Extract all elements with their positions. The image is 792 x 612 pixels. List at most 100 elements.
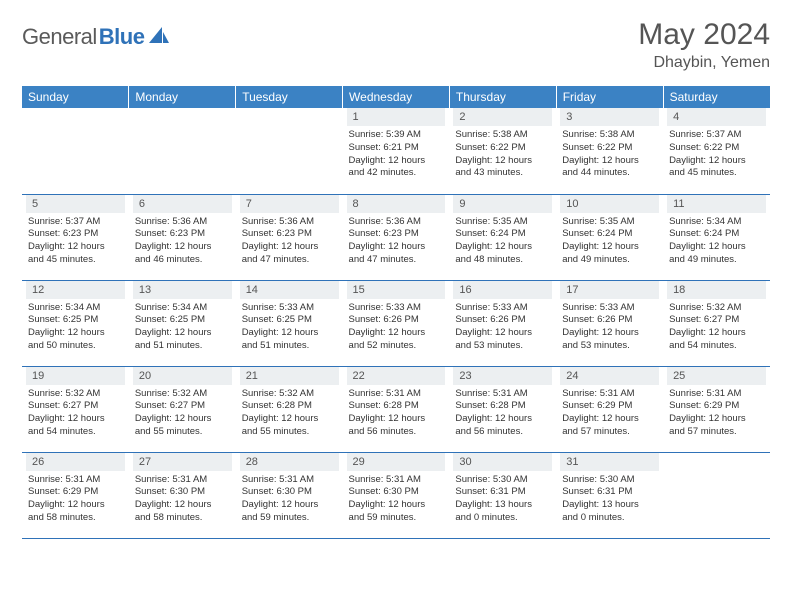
daylight-text: Daylight: 13 hours and 0 minutes. xyxy=(562,499,657,525)
day-info: Sunrise: 5:31 AMSunset: 6:29 PMDaylight:… xyxy=(26,474,125,525)
day-number: 20 xyxy=(133,367,232,385)
day-number: 9 xyxy=(453,195,552,213)
day-number: 23 xyxy=(453,367,552,385)
sunset-text: Sunset: 6:25 PM xyxy=(28,314,123,327)
weekday-fri: Friday xyxy=(556,86,663,108)
weekday-thu: Thursday xyxy=(449,86,556,108)
calendar-cell: 3Sunrise: 5:38 AMSunset: 6:22 PMDaylight… xyxy=(556,108,663,194)
weekday-header-row: Sunday Monday Tuesday Wednesday Thursday… xyxy=(22,86,770,108)
calendar-cell: . xyxy=(22,108,129,194)
calendar-week-row: 12 Sunrise: 5:34 AMSunset: 6:25 PMDayligh… xyxy=(22,280,770,366)
weekday-wed: Wednesday xyxy=(343,86,450,108)
day-info: Sunrise: 5:30 AMSunset: 6:31 PMDaylight:… xyxy=(453,474,552,525)
calendar-cell: 17 Sunrise: 5:33 AMSunset: 6:26 PMDayligh… xyxy=(556,280,663,366)
calendar-cell: 10Sunrise: 5:35 AMSunset: 6:24 PMDayligh… xyxy=(556,194,663,280)
sunrise-text: Sunrise: 5:31 AM xyxy=(242,474,337,487)
calendar-cell: . xyxy=(129,108,236,194)
day-number: 5 xyxy=(26,195,125,213)
daylight-text: Daylight: 12 hours and 53 minutes. xyxy=(562,327,657,353)
weekday-sat: Saturday xyxy=(663,86,770,108)
sunrise-text: Sunrise: 5:38 AM xyxy=(562,129,657,142)
day-number: 3 xyxy=(560,108,659,126)
day-info: Sunrise: 5:34 AMSunset: 6:25 PMDaylight:… xyxy=(26,302,125,353)
calendar-cell: 8Sunrise: 5:36 AMSunset: 6:23 PMDaylight… xyxy=(343,194,450,280)
calendar-cell: 4Sunrise: 5:37 AMSunset: 6:22 PMDaylight… xyxy=(663,108,770,194)
header: General Blue May 2024 Dhaybin, Yemen xyxy=(22,18,770,72)
calendar-cell: 31Sunrise: 5:30 AMSunset: 6:31 PMDayligh… xyxy=(556,452,663,538)
calendar-cell: 19Sunrise: 5:32 AMSunset: 6:27 PMDayligh… xyxy=(22,366,129,452)
day-number: 4 xyxy=(667,108,766,126)
daylight-text: Daylight: 12 hours and 49 minutes. xyxy=(669,241,764,267)
day-info: Sunrise: 5:31 AMSunset: 6:28 PMDaylight:… xyxy=(453,388,552,439)
sunset-text: Sunset: 6:24 PM xyxy=(562,228,657,241)
day-info: Sunrise: 5:36 AMSunset: 6:23 PMDaylight:… xyxy=(240,216,339,267)
sunrise-text: Sunrise: 5:31 AM xyxy=(562,388,657,401)
sunset-text: Sunset: 6:26 PM xyxy=(562,314,657,327)
calendar-cell: 14Sunrise: 5:33 AMSunset: 6:25 PMDayligh… xyxy=(236,280,343,366)
sunrise-text: Sunrise: 5:31 AM xyxy=(349,474,444,487)
sunset-text: Sunset: 6:26 PM xyxy=(349,314,444,327)
sunset-text: Sunset: 6:27 PM xyxy=(135,400,230,413)
day-number: 7 xyxy=(240,195,339,213)
daylight-text: Daylight: 12 hours and 58 minutes. xyxy=(28,499,123,525)
day-info: Sunrise: 5:36 AMSunset: 6:23 PMDaylight:… xyxy=(133,216,232,267)
daylight-text: Daylight: 12 hours and 56 minutes. xyxy=(455,413,550,439)
brand-logo: General Blue xyxy=(22,24,170,50)
calendar-week-row: 5 Sunrise: 5:37 AMSunset: 6:23 PMDaylight… xyxy=(22,194,770,280)
day-info: Sunrise: 5:34 AMSunset: 6:24 PMDaylight:… xyxy=(667,216,766,267)
calendar-cell: 30 Sunrise: 5:30 AMSunset: 6:31 PMDayligh… xyxy=(449,452,556,538)
day-number: 16 xyxy=(453,281,552,299)
sunrise-text: Sunrise: 5:31 AM xyxy=(669,388,764,401)
sunrise-text: Sunrise: 5:36 AM xyxy=(135,216,230,229)
sunset-text: Sunset: 6:24 PM xyxy=(669,228,764,241)
daylight-text: Daylight: 12 hours and 59 minutes. xyxy=(349,499,444,525)
calendar-cell: 15Sunrise: 5:33 AMSunset: 6:26 PMDayligh… xyxy=(343,280,450,366)
daylight-text: Daylight: 12 hours and 48 minutes. xyxy=(455,241,550,267)
daylight-text: Daylight: 12 hours and 54 minutes. xyxy=(28,413,123,439)
sunset-text: Sunset: 6:24 PM xyxy=(455,228,550,241)
calendar-cell: 2Sunrise: 5:38 AMSunset: 6:22 PMDaylight… xyxy=(449,108,556,194)
day-info: Sunrise: 5:30 AMSunset: 6:31 PMDaylight:… xyxy=(560,474,659,525)
daylight-text: Daylight: 12 hours and 55 minutes. xyxy=(135,413,230,439)
calendar-cell: 28Sunrise: 5:31 AMSunset: 6:30 PMDayligh… xyxy=(236,452,343,538)
sunset-text: Sunset: 6:26 PM xyxy=(455,314,550,327)
calendar-cell: 25Sunrise: 5:31 AMSunset: 6:29 PMDayligh… xyxy=(663,366,770,452)
calendar-cell: 6 Sunrise: 5:36 AMSunset: 6:23 PMDaylight… xyxy=(129,194,236,280)
day-info: Sunrise: 5:33 AMSunset: 6:26 PMDaylight:… xyxy=(560,302,659,353)
calendar-week-row: ...1Sunrise: 5:39 AMSunset: 6:21 PMDayli… xyxy=(22,108,770,194)
daylight-text: Daylight: 12 hours and 47 minutes. xyxy=(242,241,337,267)
sunset-text: Sunset: 6:30 PM xyxy=(135,486,230,499)
day-number: 12 xyxy=(26,281,125,299)
sunrise-text: Sunrise: 5:33 AM xyxy=(455,302,550,315)
day-info: Sunrise: 5:32 AMSunset: 6:28 PMDaylight:… xyxy=(240,388,339,439)
sunrise-text: Sunrise: 5:35 AM xyxy=(455,216,550,229)
sunrise-text: Sunrise: 5:31 AM xyxy=(455,388,550,401)
sunrise-text: Sunrise: 5:31 AM xyxy=(135,474,230,487)
calendar-cell: 12 Sunrise: 5:34 AMSunset: 6:25 PMDayligh… xyxy=(22,280,129,366)
day-info: Sunrise: 5:37 AMSunset: 6:23 PMDaylight:… xyxy=(26,216,125,267)
day-number: 13 xyxy=(133,281,232,299)
weekday-sun: Sunday xyxy=(22,86,129,108)
day-number: 6 xyxy=(133,195,232,213)
sunrise-text: Sunrise: 5:30 AM xyxy=(562,474,657,487)
sunset-text: Sunset: 6:29 PM xyxy=(562,400,657,413)
daylight-text: Daylight: 12 hours and 58 minutes. xyxy=(135,499,230,525)
sunset-text: Sunset: 6:28 PM xyxy=(242,400,337,413)
day-info: Sunrise: 5:31 AMSunset: 6:29 PMDaylight:… xyxy=(667,388,766,439)
day-number: 10 xyxy=(560,195,659,213)
day-number: 30 xyxy=(453,453,552,471)
day-info: Sunrise: 5:35 AMSunset: 6:24 PMDaylight:… xyxy=(453,216,552,267)
sunset-text: Sunset: 6:23 PM xyxy=(242,228,337,241)
day-number: 17 xyxy=(560,281,659,299)
calendar-table: Sunday Monday Tuesday Wednesday Thursday… xyxy=(22,86,770,539)
day-info: Sunrise: 5:34 AMSunset: 6:25 PMDaylight:… xyxy=(133,302,232,353)
calendar-cell: . xyxy=(236,108,343,194)
sunset-text: Sunset: 6:31 PM xyxy=(455,486,550,499)
sunset-text: Sunset: 6:29 PM xyxy=(669,400,764,413)
calendar-cell: 23 Sunrise: 5:31 AMSunset: 6:28 PMDayligh… xyxy=(449,366,556,452)
month-title: May 2024 xyxy=(638,18,770,52)
day-info: Sunrise: 5:38 AMSunset: 6:22 PMDaylight:… xyxy=(453,129,552,180)
sunrise-text: Sunrise: 5:31 AM xyxy=(28,474,123,487)
calendar-cell: 20Sunrise: 5:32 AMSunset: 6:27 PMDayligh… xyxy=(129,366,236,452)
sunset-text: Sunset: 6:30 PM xyxy=(349,486,444,499)
